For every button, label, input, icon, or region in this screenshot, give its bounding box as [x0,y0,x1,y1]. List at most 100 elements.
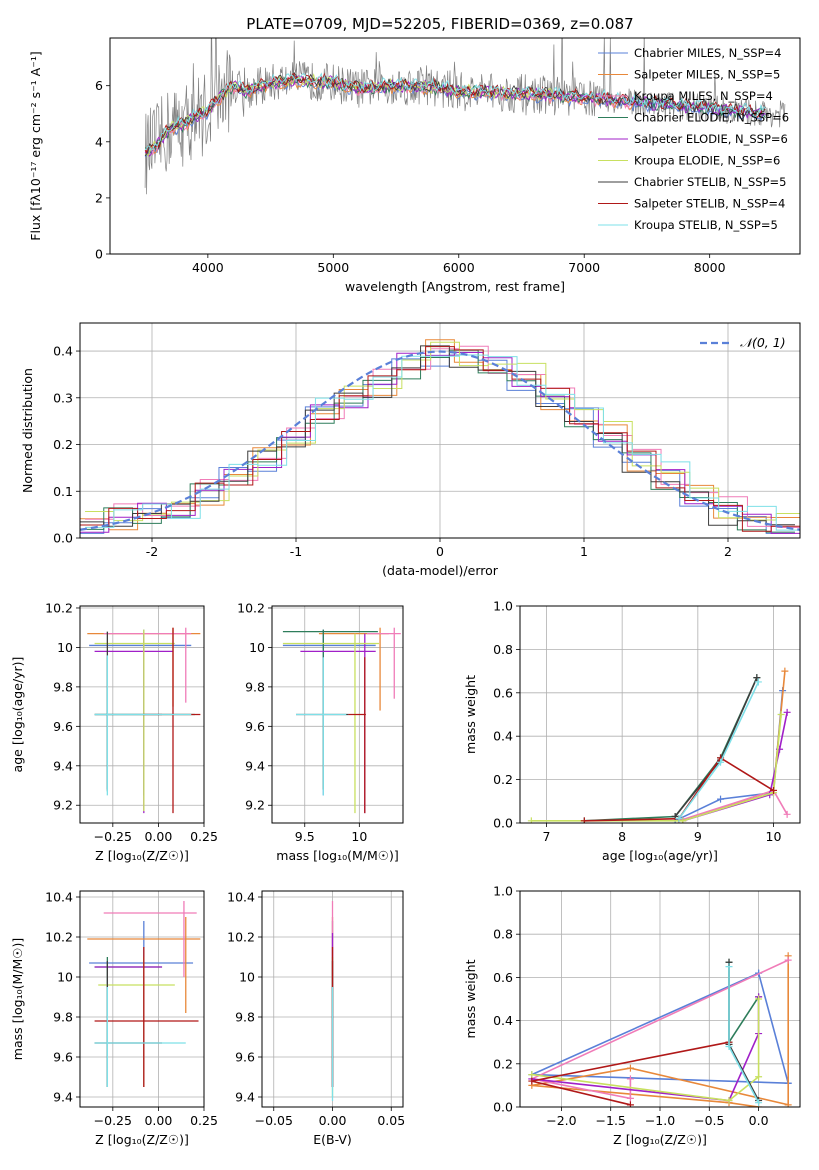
weight-line [531,999,760,1102]
y-tick-label: 0.4 [493,1013,513,1028]
weight-marker [755,1073,763,1081]
x-tick-label: 0.25 [190,1113,218,1128]
weight-marker [717,758,725,766]
x-tick-label: 0.05 [377,1113,405,1128]
x-tick-label: 9 [694,829,702,844]
axes-frame [79,605,205,824]
legend-entry: Chabrier ELODIE, N_SSP=6 [634,111,789,125]
x-tick-label: 9.5 [295,829,315,844]
weight-line [531,955,790,1107]
y-tick-label: 0 [95,247,103,262]
x-tick-label: 10 [351,829,367,844]
x-tick-label: −0.5 [694,1113,724,1128]
residual-histogram [80,346,800,532]
x-tick-label: 0.0 [749,1113,769,1128]
weight-line [531,714,782,822]
x-tick-label: −0.05 [255,1113,293,1128]
age-vs-Z-panel: −0.25 0.00 0.25 9.2 9.4 9.6 9.8 10 10.2 Z [log₁₀(… [10,600,218,863]
x-tick-label: 0.25 [190,829,218,844]
y-tick-label: 2 [95,190,103,205]
weight-marker [626,1101,634,1107]
weight-marker [753,674,761,682]
weight-vs-Z-panel: −2.0 −1.5 −1.0 −0.5 0.0 0.0 0.2 0.4 0.6 0.8 1.0 Z [… [463,884,801,1147]
y-tick-label: 9.2 [245,798,265,813]
mass-vs-Z-panel: −0.25 0.00 0.25 9.4 9.6 9.8 10 10.2 10.4 Z [log₁₀… [10,890,218,1148]
y-tick-label: 9.6 [235,1050,255,1065]
y-tick-label: 9.2 [53,798,73,813]
weight-marker [527,817,535,823]
y-tick-label: 10.2 [45,930,73,945]
weight-marker [626,1064,634,1072]
y-tick-label: 0.0 [493,816,513,831]
x-tick-label: 5000 [317,260,349,275]
legend-entry: Kroupa ELODIE, N_SSP=6 [634,154,780,168]
mass-vs-EBV-panel: −0.05 0.00 0.05 9.4 9.6 9.8 10 10.2 10.4 E(B-V) [227,890,405,1148]
y-tick-label: 10.4 [45,890,73,905]
x-tick-label: -1 [290,544,302,559]
weight-marker [784,1101,792,1107]
weight-line [531,972,790,1085]
x-tick-label: 0.00 [319,1113,347,1128]
axes-frame [271,605,404,824]
y-tick-label: 0.2 [53,437,73,452]
y-tick-label: 9.4 [245,758,265,773]
x-axis-label: wavelength [Angstrom, rest frame] [345,279,565,294]
weight-marker [580,817,588,823]
weight-line [584,677,758,822]
weight-marker [784,956,792,964]
spectrum-panel: 4000 5000 6000 7000 8000 0 2 4 6 wavelength [Angs… [28,37,801,294]
y-tick-label: 10.4 [227,890,255,905]
y-tick-label: 0.8 [493,642,513,657]
y-tick-label: 9.8 [245,679,265,694]
mass-vs-Z-plot-area [87,901,201,1087]
age-vs-Z-plot-area [87,627,201,814]
weight-line [584,756,774,822]
x-axis-label: Z [log₁₀(Z/Z☉)] [613,1132,707,1147]
weight-marker [777,711,785,718]
y-tick-label: 9.8 [53,679,73,694]
x-axis-label: Z [log₁₀(Z/Z☉)] [95,1132,189,1147]
y-axis-label: Normed distribution [20,368,35,493]
y-tick-label: 9.6 [245,719,265,734]
age-vs-mass-plot-area [282,627,401,814]
y-tick-label: 0.2 [493,772,513,787]
residual-histogram [80,345,795,527]
x-tick-label: 1 [580,544,588,559]
weight-marker [717,795,725,803]
x-tick-label: -2 [146,544,158,559]
weight-marker [626,1075,634,1083]
legend-entry: 𝒩(0, 1) [740,335,786,350]
y-axis-label: mass [log₁₀(M/M☉)] [10,938,25,1060]
y-tick-label: 0.4 [53,344,73,359]
weight-vs-age-plot-area [527,667,791,823]
x-axis-label: age [log₁₀(age/yr)] [602,848,718,863]
y-tick-label: 10.2 [45,600,73,615]
y-tick-label: 0.6 [493,970,513,985]
x-tick-label: 10 [766,829,782,844]
residuals-panel: -2 -1 0 1 2 0.0 0.1 0.2 0.3 0.4 (data-model)/error… [20,322,801,578]
spectrum-plot-area [144,38,786,195]
x-tick-label: 4000 [192,260,224,275]
y-tick-label: 9.4 [53,758,73,773]
residual-histogram [80,349,795,533]
axes-frame [109,37,801,255]
weight-line [529,959,789,1100]
y-tick-label: 0.3 [53,390,73,405]
x-tick-label: 0 [436,544,444,559]
y-tick-label: 6 [95,78,103,93]
weight-marker [626,1094,634,1102]
y-tick-label: 9.4 [53,1090,73,1105]
residual-histogram [85,341,800,522]
y-tick-label: 1.0 [493,884,513,899]
x-tick-label: 2 [724,544,732,559]
x-axis-label: mass [log₁₀(M/M☉)] [276,848,398,863]
y-tick-label: 0.0 [53,531,73,546]
y-tick-label: 1.0 [493,599,513,614]
y-tick-label: 10.2 [237,600,265,615]
weight-marker [754,678,762,686]
weight-marker [725,1043,733,1051]
legend-entry: Salpeter MILES, N_SSP=5 [634,68,780,82]
x-tick-label: −1.0 [645,1113,675,1128]
y-tick-label: 9.8 [235,1010,255,1025]
y-tick-label: 9.4 [235,1090,255,1105]
